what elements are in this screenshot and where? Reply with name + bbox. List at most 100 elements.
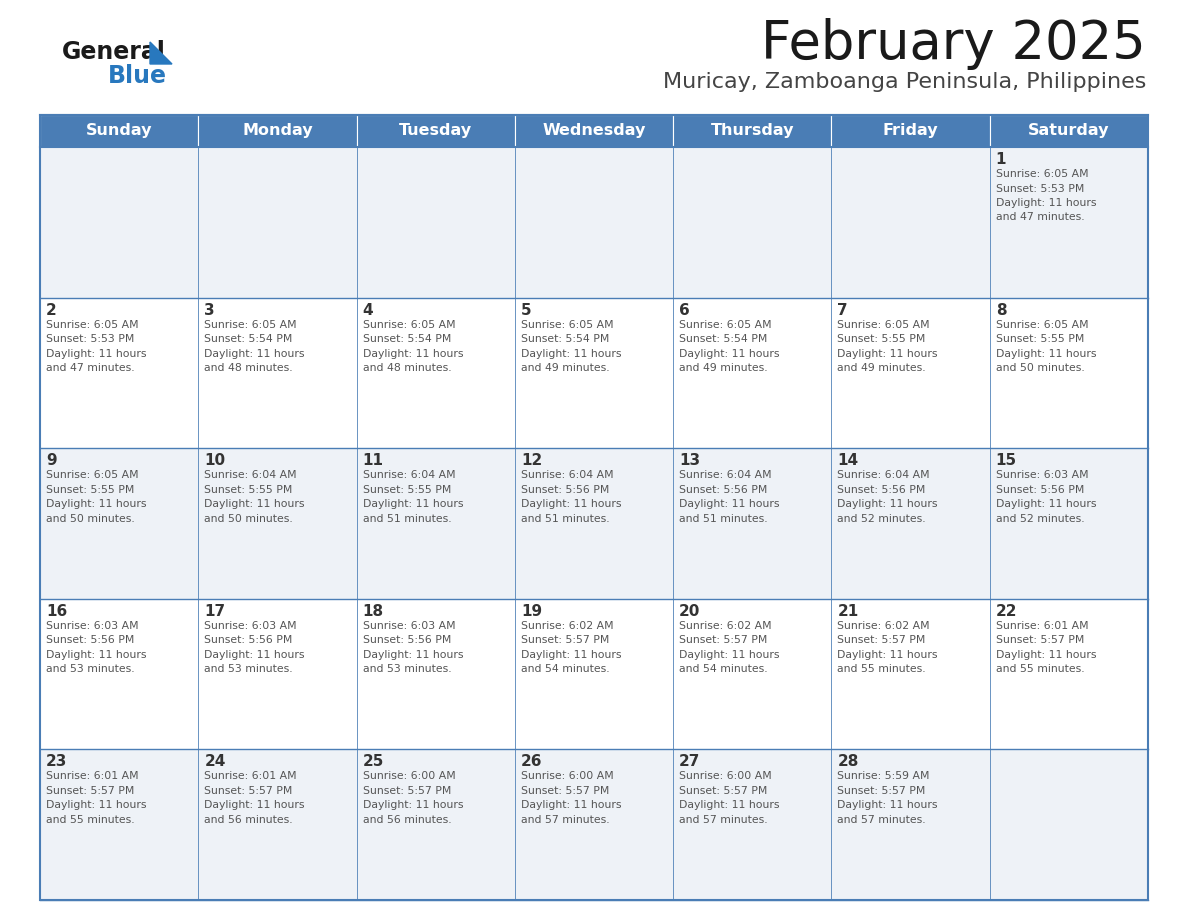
Bar xyxy=(832,749,990,900)
Text: Thursday: Thursday xyxy=(710,124,794,139)
Text: 15: 15 xyxy=(996,453,1017,468)
Bar xyxy=(198,448,356,599)
Text: Sunset: 5:55 PM: Sunset: 5:55 PM xyxy=(362,485,451,495)
Text: and 53 minutes.: and 53 minutes. xyxy=(46,665,134,675)
Text: Sunset: 5:54 PM: Sunset: 5:54 PM xyxy=(204,334,292,344)
Text: 11: 11 xyxy=(362,453,384,468)
Text: Sunset: 5:57 PM: Sunset: 5:57 PM xyxy=(680,786,767,796)
Text: Sunrise: 6:04 AM: Sunrise: 6:04 AM xyxy=(680,470,772,480)
Text: 28: 28 xyxy=(838,755,859,769)
Text: and 54 minutes.: and 54 minutes. xyxy=(520,665,609,675)
Bar xyxy=(832,147,990,297)
Text: Daylight: 11 hours: Daylight: 11 hours xyxy=(996,650,1097,660)
Text: 1: 1 xyxy=(996,152,1006,167)
Text: Sunset: 5:53 PM: Sunset: 5:53 PM xyxy=(996,184,1085,194)
Text: 27: 27 xyxy=(680,755,701,769)
Text: Daylight: 11 hours: Daylight: 11 hours xyxy=(680,349,779,359)
Bar xyxy=(356,147,514,297)
Text: Blue: Blue xyxy=(108,64,168,88)
Text: Daylight: 11 hours: Daylight: 11 hours xyxy=(362,349,463,359)
Text: Sunset: 5:54 PM: Sunset: 5:54 PM xyxy=(520,334,609,344)
Text: 24: 24 xyxy=(204,755,226,769)
Text: and 53 minutes.: and 53 minutes. xyxy=(362,665,451,675)
Text: 20: 20 xyxy=(680,604,701,619)
Text: Sunset: 5:56 PM: Sunset: 5:56 PM xyxy=(680,485,767,495)
Text: Daylight: 11 hours: Daylight: 11 hours xyxy=(680,650,779,660)
Text: Sunrise: 6:04 AM: Sunrise: 6:04 AM xyxy=(520,470,613,480)
Text: and 49 minutes.: and 49 minutes. xyxy=(838,364,927,373)
Text: Sunset: 5:57 PM: Sunset: 5:57 PM xyxy=(362,786,451,796)
Text: Sunrise: 6:04 AM: Sunrise: 6:04 AM xyxy=(362,470,455,480)
Bar xyxy=(990,115,1148,147)
Bar xyxy=(514,749,674,900)
Bar xyxy=(40,147,198,297)
Text: 26: 26 xyxy=(520,755,543,769)
Bar xyxy=(40,115,198,147)
Bar xyxy=(40,448,198,599)
Text: and 51 minutes.: and 51 minutes. xyxy=(680,514,767,523)
Bar xyxy=(674,297,832,448)
Text: and 49 minutes.: and 49 minutes. xyxy=(520,364,609,373)
Text: Daylight: 11 hours: Daylight: 11 hours xyxy=(520,650,621,660)
Text: Sunrise: 6:05 AM: Sunrise: 6:05 AM xyxy=(520,319,613,330)
Text: Sunrise: 6:05 AM: Sunrise: 6:05 AM xyxy=(996,169,1088,179)
Text: and 54 minutes.: and 54 minutes. xyxy=(680,665,767,675)
Text: Sunset: 5:57 PM: Sunset: 5:57 PM xyxy=(520,786,609,796)
Text: Daylight: 11 hours: Daylight: 11 hours xyxy=(996,499,1097,509)
Text: 21: 21 xyxy=(838,604,859,619)
Text: Sunrise: 6:00 AM: Sunrise: 6:00 AM xyxy=(362,771,455,781)
Text: Sunrise: 6:03 AM: Sunrise: 6:03 AM xyxy=(46,621,139,631)
Bar xyxy=(832,297,990,448)
Text: 18: 18 xyxy=(362,604,384,619)
Bar xyxy=(40,749,198,900)
Text: Sunset: 5:54 PM: Sunset: 5:54 PM xyxy=(680,334,767,344)
Bar xyxy=(40,297,198,448)
Bar xyxy=(990,147,1148,297)
Text: Saturday: Saturday xyxy=(1028,124,1110,139)
Text: Sunset: 5:56 PM: Sunset: 5:56 PM xyxy=(838,485,925,495)
Text: Monday: Monday xyxy=(242,124,312,139)
Bar xyxy=(514,599,674,749)
Text: Friday: Friday xyxy=(883,124,939,139)
Text: Sunset: 5:56 PM: Sunset: 5:56 PM xyxy=(204,635,292,645)
Text: Sunset: 5:57 PM: Sunset: 5:57 PM xyxy=(838,786,925,796)
Text: and 52 minutes.: and 52 minutes. xyxy=(996,514,1085,523)
Text: Daylight: 11 hours: Daylight: 11 hours xyxy=(204,800,305,811)
Text: Daylight: 11 hours: Daylight: 11 hours xyxy=(838,499,939,509)
Bar xyxy=(198,749,356,900)
Text: Sunset: 5:57 PM: Sunset: 5:57 PM xyxy=(680,635,767,645)
Text: Sunset: 5:55 PM: Sunset: 5:55 PM xyxy=(838,334,925,344)
Text: and 52 minutes.: and 52 minutes. xyxy=(838,514,927,523)
Text: 23: 23 xyxy=(46,755,68,769)
Text: and 50 minutes.: and 50 minutes. xyxy=(46,514,134,523)
Bar xyxy=(832,448,990,599)
Text: Daylight: 11 hours: Daylight: 11 hours xyxy=(838,800,939,811)
Bar xyxy=(40,599,198,749)
Text: Sunset: 5:57 PM: Sunset: 5:57 PM xyxy=(204,786,292,796)
Bar xyxy=(990,448,1148,599)
Bar xyxy=(990,599,1148,749)
Text: 13: 13 xyxy=(680,453,700,468)
Text: Sunrise: 6:05 AM: Sunrise: 6:05 AM xyxy=(680,319,772,330)
Text: and 49 minutes.: and 49 minutes. xyxy=(680,364,767,373)
Text: Sunrise: 6:03 AM: Sunrise: 6:03 AM xyxy=(204,621,297,631)
Polygon shape xyxy=(150,42,172,64)
Text: 7: 7 xyxy=(838,303,848,318)
Text: Daylight: 11 hours: Daylight: 11 hours xyxy=(362,499,463,509)
Text: and 47 minutes.: and 47 minutes. xyxy=(996,212,1085,222)
Text: Sunrise: 6:01 AM: Sunrise: 6:01 AM xyxy=(996,621,1088,631)
Text: Sunrise: 6:05 AM: Sunrise: 6:05 AM xyxy=(838,319,930,330)
Text: 6: 6 xyxy=(680,303,690,318)
Text: Daylight: 11 hours: Daylight: 11 hours xyxy=(680,800,779,811)
Text: Sunrise: 6:02 AM: Sunrise: 6:02 AM xyxy=(680,621,772,631)
Bar xyxy=(40,115,1148,900)
Text: Sunrise: 6:02 AM: Sunrise: 6:02 AM xyxy=(838,621,930,631)
Bar xyxy=(356,749,514,900)
Bar xyxy=(356,599,514,749)
Bar xyxy=(674,115,832,147)
Text: 4: 4 xyxy=(362,303,373,318)
Text: Sunset: 5:57 PM: Sunset: 5:57 PM xyxy=(996,635,1085,645)
Text: Sunrise: 6:05 AM: Sunrise: 6:05 AM xyxy=(46,319,139,330)
Text: Daylight: 11 hours: Daylight: 11 hours xyxy=(204,499,305,509)
Text: and 51 minutes.: and 51 minutes. xyxy=(362,514,451,523)
